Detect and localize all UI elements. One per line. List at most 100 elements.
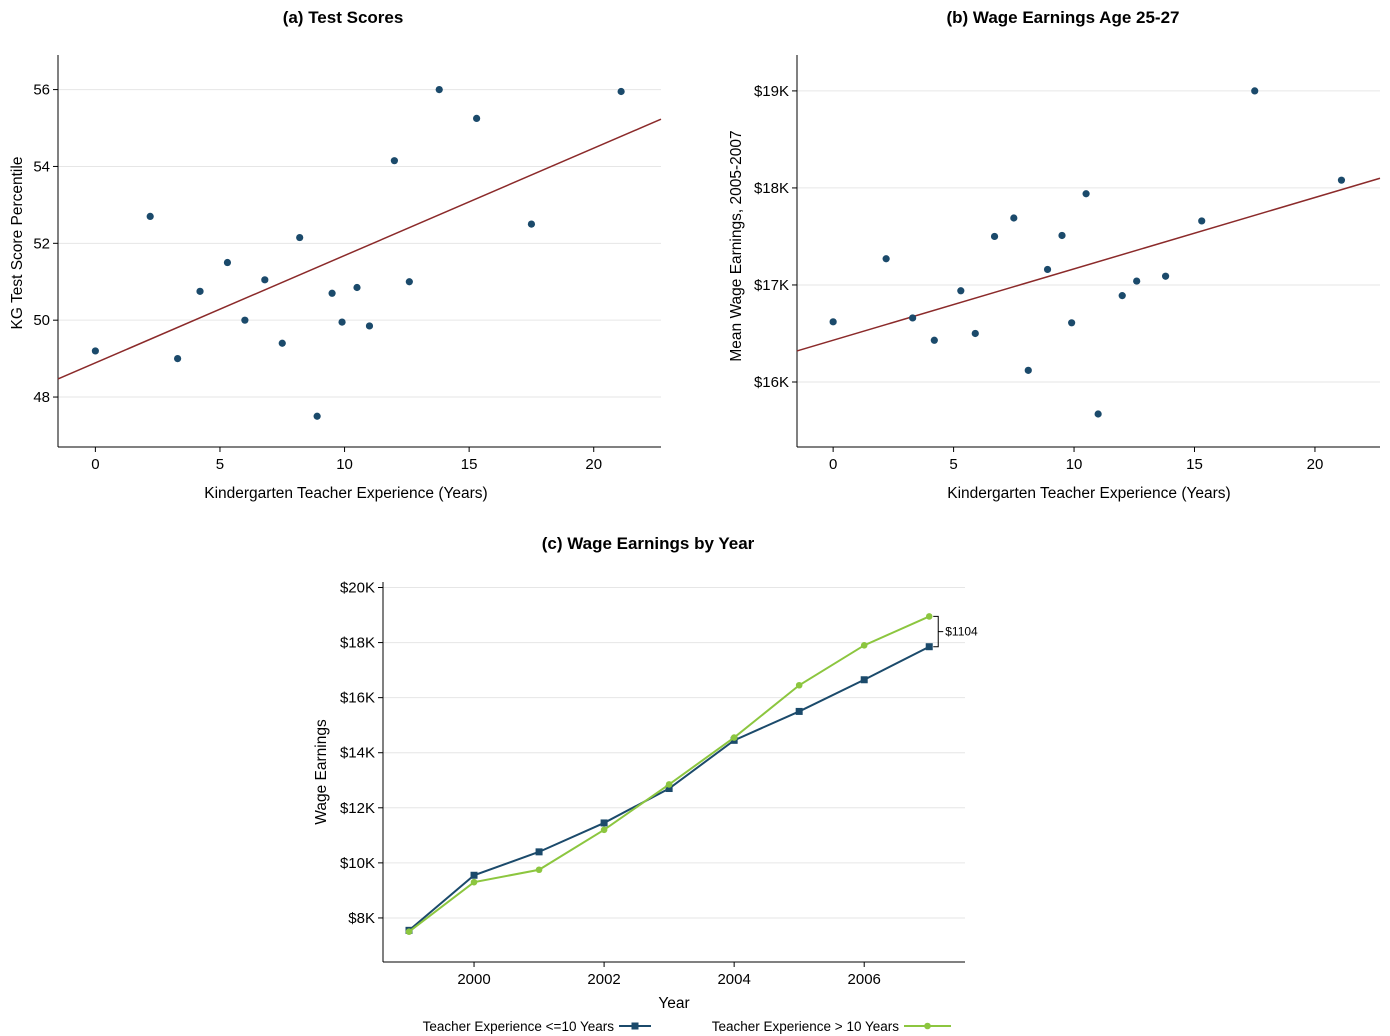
data-point [829, 318, 837, 326]
y-tick-label: $8K [348, 910, 375, 927]
x-tick-label: 5 [949, 456, 957, 473]
series-marker [535, 866, 543, 874]
y-tick-label: $14K [340, 745, 375, 762]
panel-b-title: (b) Wage Earnings Age 25-27 [946, 8, 1179, 27]
series-marker [470, 871, 478, 879]
y-tick-label: $18K [340, 635, 375, 652]
y-tick-label: $12K [340, 800, 375, 817]
panel-a-ticks: 48 50 52 54 56 0 5 10 15 20 [33, 82, 602, 473]
data-point [971, 329, 979, 338]
data-point [1010, 214, 1018, 222]
y-tick-label: $16K [340, 690, 375, 707]
data-point [241, 316, 249, 324]
data-point [1118, 292, 1126, 300]
panel-b-x-axis-label: Kindergarten Teacher Experience (Years) [947, 485, 1230, 502]
series-marker [860, 676, 868, 684]
panel-b-marks [796, 87, 1381, 418]
legend-key-high-experience [904, 1022, 951, 1030]
panel-a-y-axis-label: KG Test Score Percentile [9, 157, 26, 330]
data-point [313, 412, 321, 420]
x-tick-label: 15 [461, 456, 478, 473]
series-marker [665, 785, 673, 793]
y-tick-label: $17K [754, 277, 789, 294]
data-point [1043, 265, 1052, 274]
y-tick-label: 50 [33, 312, 50, 329]
legend-label-low-experience: Teacher Experience <=10 Years [423, 1019, 615, 1034]
data-point [617, 87, 625, 96]
gap-annotation-label: $1104 [945, 625, 978, 639]
series-marker [925, 613, 933, 620]
panel-c-title: (c) Wage Earnings by Year [542, 534, 755, 553]
series-line [408, 615, 930, 933]
series-marker [795, 681, 803, 689]
x-tick-label: 15 [1186, 456, 1203, 473]
data-point [278, 339, 286, 347]
data-point [1068, 319, 1076, 327]
data-point [196, 287, 204, 295]
data-point [435, 85, 443, 94]
x-tick-label: 2002 [587, 971, 620, 988]
data-point [473, 114, 481, 123]
data-point [91, 347, 99, 355]
data-point [328, 289, 336, 297]
panel-b-ticks: $16K $17K $18K $19K 0 5 10 15 20 [754, 83, 1323, 473]
series-marker [405, 928, 413, 936]
data-point [882, 255, 890, 263]
data-point [1161, 272, 1170, 280]
x-tick-label: 20 [585, 456, 602, 473]
data-point [174, 355, 182, 363]
data-point [909, 314, 917, 322]
panel-a-axes [57, 55, 661, 448]
fit-line [57, 118, 662, 380]
x-tick-label: 2000 [457, 971, 490, 988]
y-tick-label: $18K [754, 180, 789, 197]
data-point [353, 283, 361, 292]
legend-marker [924, 1022, 931, 1030]
legend: Teacher Experience <=10 Years Teacher Ex… [423, 1019, 951, 1034]
panel-a-marks [57, 85, 662, 420]
data-point [1082, 190, 1090, 198]
data-point [261, 276, 269, 284]
data-point [296, 233, 304, 242]
panel-c-ticks: $8K $10K $12K $14K $16K $18K $20K 2000 2002 2004 2… [340, 580, 881, 988]
data-point [1251, 87, 1259, 95]
series-marker [600, 819, 608, 827]
y-tick-label: $19K [754, 83, 789, 100]
legend-key-low-experience [619, 1022, 651, 1030]
x-tick-label: 10 [336, 456, 353, 473]
y-tick-label: $16K [754, 374, 789, 391]
panel-c-y-axis-label: Wage Earnings [313, 719, 330, 825]
series-marker [795, 707, 803, 715]
series-marker [860, 642, 868, 649]
data-point [1024, 366, 1032, 374]
y-tick-label: 48 [33, 389, 50, 406]
y-tick-label: 54 [33, 158, 50, 175]
data-point [930, 336, 938, 344]
data-point [365, 322, 374, 330]
legend-label-high-experience: Teacher Experience > 10 Years [712, 1019, 900, 1034]
panel-c-annotation: $1104 [933, 615, 978, 648]
series-marker [600, 826, 608, 834]
data-point [1337, 176, 1346, 184]
fit-line [796, 177, 1381, 352]
y-tick-label: $10K [340, 855, 375, 872]
panel-b-wage-earnings-age: (b) Wage Earnings Age 25-27 $16K $17K $18K… [728, 8, 1381, 502]
data-point [1133, 277, 1141, 285]
series-marker [665, 781, 673, 788]
data-point [390, 157, 398, 165]
y-tick-label: 52 [33, 235, 50, 252]
x-tick-label: 2004 [717, 971, 750, 988]
x-tick-label: 0 [829, 456, 837, 473]
panel-c-x-axis-label: Year [658, 995, 689, 1012]
series-marker [730, 734, 738, 741]
panel-c-wage-earnings-by-year: (c) Wage Earnings by Year $8K $10K $12K $14… [313, 534, 978, 1034]
data-point [1198, 217, 1206, 225]
data-point [1058, 231, 1066, 240]
x-tick-label: 20 [1307, 456, 1324, 473]
legend-marker [631, 1022, 639, 1030]
data-point [146, 212, 154, 221]
data-point [527, 220, 536, 228]
panel-b-y-axis-label: Mean Wage Earnings, 2005-2007 [728, 130, 745, 361]
panel-b-grid [797, 90, 1380, 383]
